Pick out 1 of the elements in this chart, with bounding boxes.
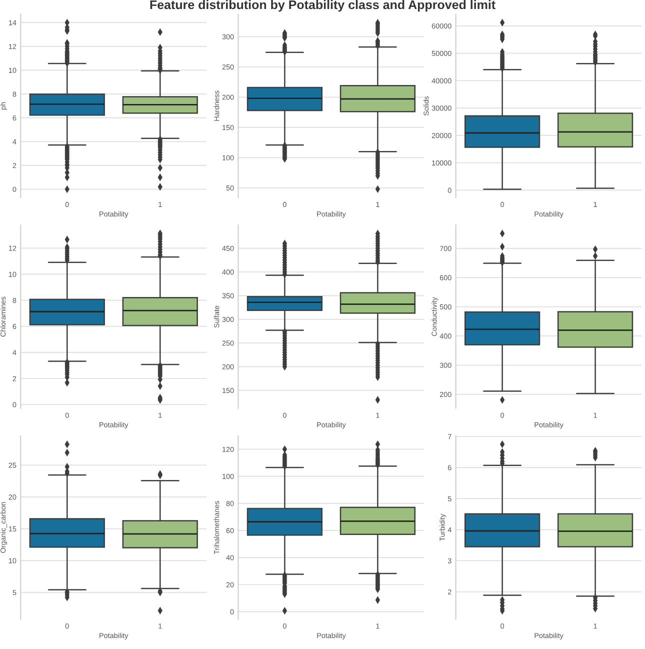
text: Feature distribution by Potability class and Approved limit <box>150 0 496 12</box>
